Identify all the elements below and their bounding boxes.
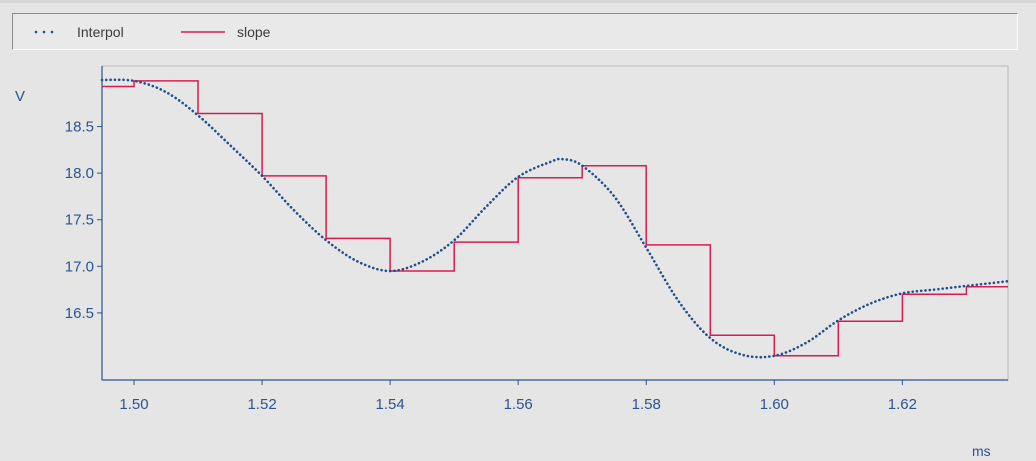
x-tick-label: 1.54 <box>376 396 405 413</box>
y-tick-label: 18.5 <box>65 119 94 136</box>
plot-area <box>101 65 1009 381</box>
y-axis-label: V <box>15 88 25 105</box>
legend: Interpol slope <box>12 13 1018 50</box>
y-tick-label: 18.0 <box>65 165 94 182</box>
tick-layer: 16.5 17.0 17.5 18.0 18.5 1.50 1.52 1.54 1.56 1.58… <box>65 119 917 413</box>
legend-item-interpol: Interpol <box>33 14 124 49</box>
series-slope-line <box>102 80 1008 357</box>
legend-swatch-slope <box>181 30 225 33</box>
x-tick-label: 1.62 <box>888 396 917 413</box>
top-border <box>0 0 1036 3</box>
x-tick-label: 1.52 <box>247 396 276 413</box>
y-tick-label: 17.0 <box>65 258 94 275</box>
series-interpol-line <box>100 78 1010 359</box>
x-tick-label: 1.50 <box>119 396 148 413</box>
legend-label-interpol: Interpol <box>77 23 124 40</box>
x-tick-label: 1.60 <box>760 396 789 413</box>
series-layer <box>100 78 1010 359</box>
y-tick-label: 16.5 <box>65 305 94 322</box>
legend-label-slope: slope <box>237 23 271 40</box>
x-axis-label: ms <box>972 443 991 459</box>
x-tick-label: 1.58 <box>632 396 661 413</box>
legend-item-slope: slope <box>181 14 270 49</box>
x-tick-label: 1.56 <box>504 396 533 413</box>
legend-swatch-interpol <box>34 30 54 33</box>
y-tick-label: 17.5 <box>65 212 94 229</box>
